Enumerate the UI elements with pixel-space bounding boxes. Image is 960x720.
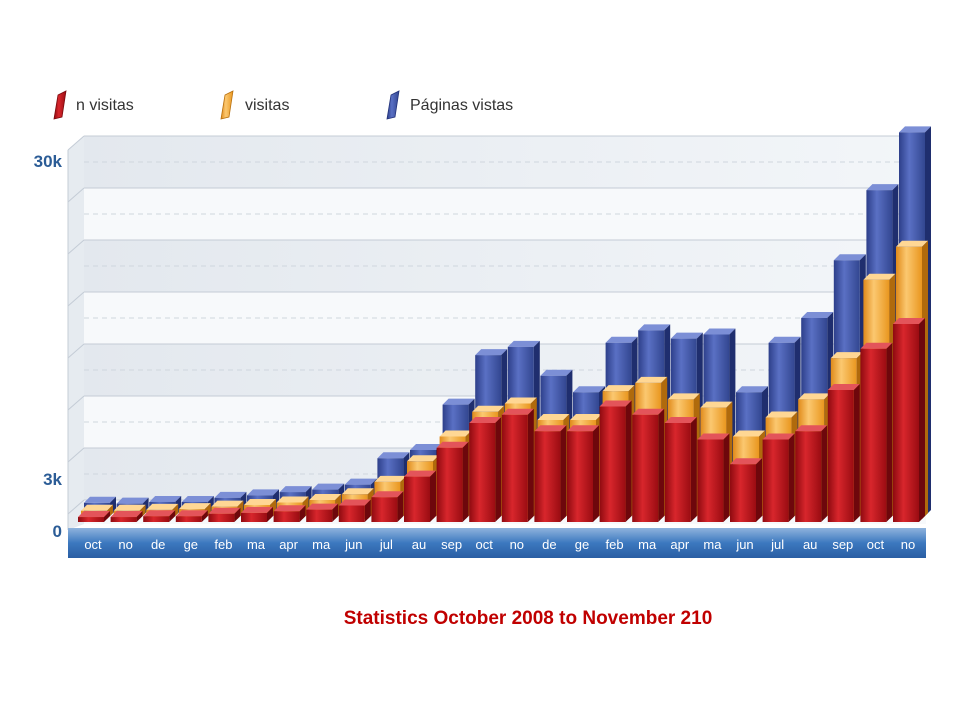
legend-item-paginas-vistas: Páginas vistas bbox=[386, 90, 513, 120]
x-tick-label: de bbox=[542, 537, 556, 552]
x-tick-label: ma bbox=[703, 537, 722, 552]
legend-label: visitas bbox=[245, 97, 289, 114]
x-axis-labels: oct no de ge feb ma apr ma jun jul au sep oct no de ge f… bbox=[84, 537, 915, 552]
x-tick-label: ma bbox=[247, 537, 266, 552]
bar-n-visitas bbox=[664, 417, 697, 522]
legend-label: Páginas vistas bbox=[410, 97, 513, 114]
legend: n visitas visitas Páginas vistas bbox=[53, 90, 513, 120]
bar-n-visitas bbox=[501, 408, 534, 522]
bar-n-visitas bbox=[110, 511, 143, 522]
x-tick-label: apr bbox=[670, 537, 689, 552]
bar-n-visitas bbox=[534, 425, 567, 522]
x-tick-label: oct bbox=[476, 537, 494, 552]
x-tick-label: no bbox=[901, 537, 915, 552]
bar-n-visitas bbox=[730, 458, 762, 522]
y-tick-label: 3k bbox=[43, 470, 62, 489]
bar-n-visitas bbox=[78, 511, 110, 522]
x-tick-label: jun bbox=[344, 537, 362, 552]
x-tick-label: jun bbox=[735, 537, 753, 552]
x-tick-label: au bbox=[412, 537, 426, 552]
bar-n-visitas bbox=[241, 506, 273, 522]
legend-item-visitas: visitas bbox=[220, 90, 289, 120]
y-axis: 30k 3k 0 bbox=[34, 152, 63, 541]
x-tick-label: oct bbox=[867, 537, 885, 552]
bar-n-visitas bbox=[208, 507, 241, 522]
bar-n-visitas bbox=[632, 408, 665, 522]
bar-n-visitas bbox=[860, 342, 893, 522]
y-tick-label: 0 bbox=[53, 522, 62, 541]
x-tick-label: de bbox=[151, 537, 165, 552]
bar-n-visitas bbox=[273, 505, 306, 522]
x-tick-label: au bbox=[803, 537, 817, 552]
x-tick-label: ma bbox=[638, 537, 657, 552]
x-tick-label: ge bbox=[184, 537, 198, 552]
bar-n-visitas bbox=[371, 491, 404, 522]
x-tick-label: oct bbox=[84, 537, 102, 552]
bar-n-visitas bbox=[827, 384, 860, 522]
legend-swatch-blue bbox=[386, 90, 400, 120]
x-tick-label: sep bbox=[441, 537, 462, 552]
bar-n-visitas bbox=[143, 510, 176, 522]
bar-n-visitas bbox=[567, 425, 599, 522]
x-axis-bar bbox=[68, 528, 926, 558]
chart-caption: Statistics October 2008 to November 210 bbox=[343, 608, 713, 629]
y-tick-label: 30k bbox=[34, 152, 63, 171]
x-tick-label: no bbox=[118, 537, 132, 552]
legend-swatch-red bbox=[53, 90, 67, 120]
legend-label: n visitas bbox=[76, 97, 134, 114]
x-tick-label: jul bbox=[379, 537, 393, 552]
legend-swatch-orange bbox=[220, 90, 234, 120]
bars bbox=[78, 126, 931, 522]
x-tick-label: sep bbox=[832, 537, 853, 552]
bar-n-visitas bbox=[404, 470, 436, 522]
x-tick-label: ge bbox=[575, 537, 589, 552]
x-tick-label: feb bbox=[606, 537, 624, 552]
bar-n-visitas bbox=[697, 433, 730, 522]
x-tick-label: feb bbox=[214, 537, 232, 552]
bar-n-visitas bbox=[893, 318, 925, 522]
bar-n-visitas bbox=[762, 433, 795, 522]
bar-n-visitas bbox=[599, 400, 632, 522]
bar-n-visitas bbox=[795, 425, 828, 522]
x-tick-label: jul bbox=[770, 537, 784, 552]
bar-n-visitas bbox=[338, 499, 371, 522]
bar-n-visitas bbox=[306, 503, 339, 522]
x-tick-label: no bbox=[510, 537, 524, 552]
x-tick-label: apr bbox=[279, 537, 298, 552]
legend-item-n-visitas: n visitas bbox=[53, 90, 134, 120]
bar-n-visitas bbox=[175, 510, 208, 522]
bar-n-visitas bbox=[436, 441, 469, 522]
bar-n-visitas bbox=[469, 417, 502, 522]
x-tick-label: ma bbox=[312, 537, 331, 552]
